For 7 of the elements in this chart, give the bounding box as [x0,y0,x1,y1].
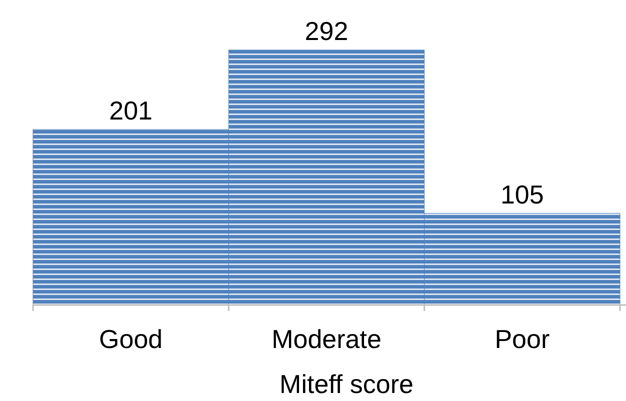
x-tick-label: Poor [494,324,550,354]
data-label: 201 [109,95,153,126]
data-label: 105 [500,179,544,210]
x-tick-label: Good [99,324,163,354]
data-label: 292 [304,16,348,46]
x-axis-title: Miteff score [280,369,414,399]
x-tick-label: Moderate [272,324,382,354]
